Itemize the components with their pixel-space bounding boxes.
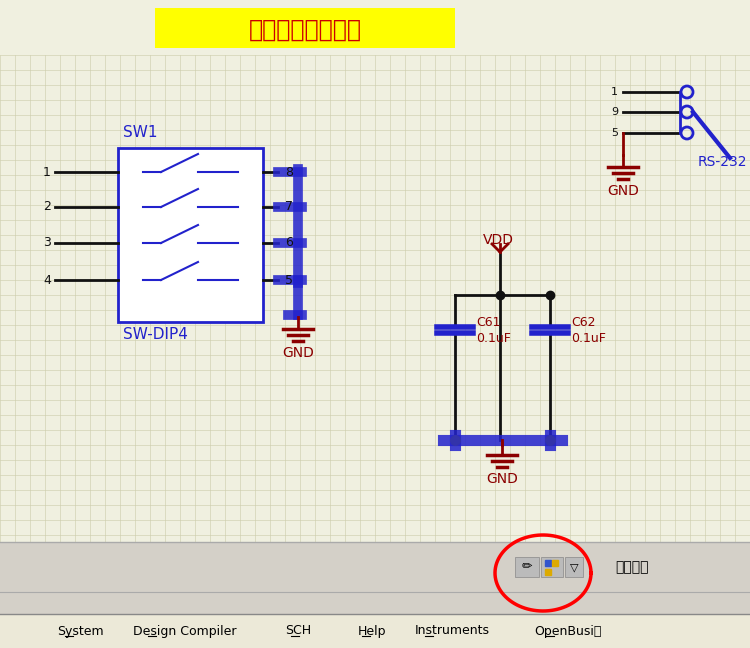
Bar bbox=[565, 557, 583, 577]
Text: RS-232: RS-232 bbox=[698, 155, 748, 169]
Text: 6: 6 bbox=[285, 237, 292, 249]
Text: Instruments: Instruments bbox=[415, 625, 490, 638]
Text: 3: 3 bbox=[43, 237, 51, 249]
Text: Design Compiler: Design Compiler bbox=[134, 625, 237, 638]
Bar bbox=[0, 542, 750, 614]
Text: VDD: VDD bbox=[482, 233, 514, 247]
Bar bbox=[515, 557, 539, 577]
Bar bbox=[541, 557, 563, 577]
Text: ✏: ✏ bbox=[522, 561, 532, 573]
Text: SW-DIP4: SW-DIP4 bbox=[123, 327, 188, 342]
Text: 9: 9 bbox=[610, 107, 618, 117]
Bar bbox=[118, 148, 263, 322]
Text: C61: C61 bbox=[476, 316, 500, 329]
Text: ▽: ▽ bbox=[570, 562, 578, 572]
Text: 5: 5 bbox=[285, 273, 293, 286]
Text: GND: GND bbox=[607, 184, 639, 198]
Text: 掩膜级别: 掩膜级别 bbox=[615, 560, 649, 574]
Text: 7: 7 bbox=[285, 200, 293, 213]
Text: 1: 1 bbox=[43, 165, 51, 178]
Text: 0.1uF: 0.1uF bbox=[476, 332, 511, 345]
Text: 2: 2 bbox=[43, 200, 51, 213]
Text: 0.1uF: 0.1uF bbox=[571, 332, 606, 345]
Text: 8: 8 bbox=[285, 165, 293, 178]
Text: GND: GND bbox=[282, 346, 314, 360]
Text: GND: GND bbox=[486, 472, 518, 486]
Text: SW1: SW1 bbox=[123, 125, 158, 140]
Text: Help: Help bbox=[358, 625, 386, 638]
Text: SCH: SCH bbox=[285, 625, 311, 638]
Bar bbox=[155, 8, 455, 48]
Text: 4: 4 bbox=[43, 273, 51, 286]
Text: 1: 1 bbox=[611, 87, 618, 97]
Text: 5: 5 bbox=[611, 128, 618, 138]
Text: 原理图中可以这样: 原理图中可以这样 bbox=[248, 18, 362, 42]
Text: C62: C62 bbox=[571, 316, 596, 329]
Bar bbox=[0, 614, 750, 648]
Text: OpenBusi调: OpenBusi调 bbox=[534, 625, 602, 638]
Text: System: System bbox=[57, 625, 104, 638]
